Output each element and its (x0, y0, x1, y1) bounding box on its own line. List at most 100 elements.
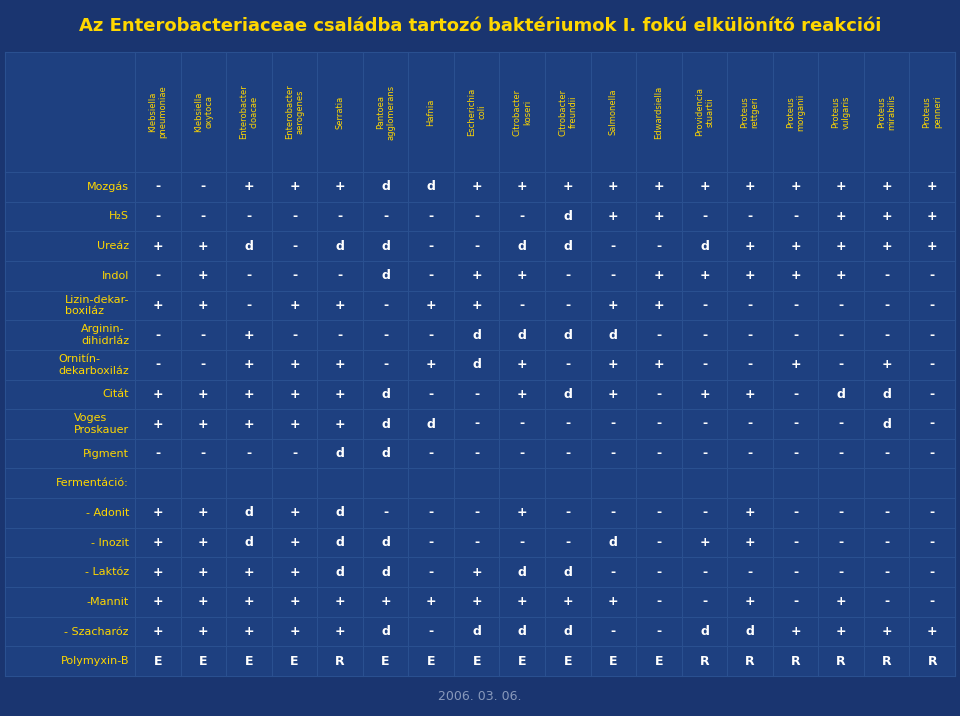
Text: +: + (790, 269, 801, 282)
Text: +: + (745, 596, 756, 609)
Text: +: + (153, 417, 163, 430)
Text: +: + (516, 180, 528, 193)
Text: -: - (929, 536, 935, 549)
Text: -: - (929, 417, 935, 430)
Text: -: - (337, 210, 343, 223)
Text: +: + (380, 596, 391, 609)
Bar (5, 528, 955, 558)
Text: -: - (929, 329, 935, 342)
Text: -: - (793, 566, 798, 579)
Text: -: - (428, 329, 434, 342)
Text: -: - (156, 180, 160, 193)
Text: -: - (292, 329, 297, 342)
Text: Proteus
mirabilis: Proteus mirabilis (877, 94, 897, 130)
Text: -: - (383, 329, 388, 342)
Text: -: - (657, 448, 661, 460)
Text: -: - (337, 269, 343, 282)
Text: +: + (244, 417, 254, 430)
Text: E: E (245, 654, 253, 668)
Text: d: d (517, 240, 527, 253)
Text: +: + (745, 180, 756, 193)
Text: +: + (745, 506, 756, 519)
Text: -: - (657, 240, 661, 253)
Text: R: R (836, 654, 846, 668)
Text: +: + (654, 180, 664, 193)
Text: E: E (518, 654, 526, 668)
Text: -: - (292, 210, 297, 223)
Text: d: d (564, 566, 572, 579)
Text: -: - (838, 358, 844, 371)
Text: -: - (428, 210, 434, 223)
Text: +: + (198, 536, 208, 549)
Text: +: + (608, 180, 618, 193)
Text: +: + (289, 358, 300, 371)
Text: +: + (836, 625, 847, 638)
Text: Enterobacter
aerogenes: Enterobacter aerogenes (285, 84, 304, 140)
Text: E: E (199, 654, 207, 668)
Text: +: + (244, 329, 254, 342)
Text: Fermentáció:: Fermentáció: (57, 478, 129, 488)
Bar (5, 498, 955, 528)
Text: -: - (838, 566, 844, 579)
Text: -: - (657, 625, 661, 638)
Text: +: + (153, 388, 163, 401)
Text: Proteus
rettgeri: Proteus rettgeri (740, 96, 759, 128)
Text: +: + (516, 596, 528, 609)
Text: Ornitín-
dekarboxiláz: Ornitín- dekarboxiláz (59, 354, 129, 375)
Text: d: d (336, 240, 345, 253)
Text: Polymyxin-B: Polymyxin-B (60, 656, 129, 666)
Text: Pigment: Pigment (83, 449, 129, 459)
Text: +: + (426, 596, 437, 609)
Text: -: - (474, 388, 479, 401)
Text: Proteus
vulgaris: Proteus vulgaris (831, 95, 851, 129)
Bar (5, 468, 955, 498)
Text: d: d (517, 625, 527, 638)
Text: +: + (335, 358, 346, 371)
Text: d: d (381, 625, 390, 638)
Text: -: - (565, 417, 570, 430)
Text: +: + (244, 596, 254, 609)
Bar (5, 320, 955, 350)
Text: +: + (745, 240, 756, 253)
Text: +: + (244, 358, 254, 371)
Text: R: R (927, 654, 937, 668)
Text: +: + (836, 210, 847, 223)
Text: -: - (702, 299, 707, 312)
Bar (5, 350, 955, 379)
Text: +: + (153, 596, 163, 609)
Text: +: + (244, 566, 254, 579)
Bar (5, 291, 955, 320)
Text: R: R (882, 654, 892, 668)
Text: -: - (793, 388, 798, 401)
Text: d: d (245, 506, 253, 519)
Text: -: - (474, 417, 479, 430)
Text: -: - (201, 448, 205, 460)
Text: d: d (381, 388, 390, 401)
Text: -: - (247, 299, 252, 312)
Text: -: - (793, 210, 798, 223)
Text: Citrobacter
koseri: Citrobacter koseri (513, 89, 532, 135)
Text: -: - (884, 536, 889, 549)
Text: E: E (381, 654, 390, 668)
Text: -: - (748, 566, 753, 579)
Text: -: - (428, 536, 434, 549)
Text: d: d (746, 625, 755, 638)
Text: -: - (884, 596, 889, 609)
Text: -: - (428, 506, 434, 519)
Text: -: - (611, 448, 616, 460)
Text: d: d (381, 448, 390, 460)
Text: -: - (793, 536, 798, 549)
Text: -: - (292, 448, 297, 460)
Text: -: - (793, 417, 798, 430)
Text: -: - (838, 448, 844, 460)
Text: Serratia: Serratia (335, 95, 345, 129)
Text: d: d (336, 448, 345, 460)
Text: -: - (474, 536, 479, 549)
Text: -: - (838, 417, 844, 430)
Text: -: - (519, 536, 525, 549)
Text: E: E (290, 654, 299, 668)
Bar (5, 558, 955, 587)
Text: +: + (471, 566, 482, 579)
Text: -: - (838, 536, 844, 549)
Text: +: + (927, 210, 938, 223)
